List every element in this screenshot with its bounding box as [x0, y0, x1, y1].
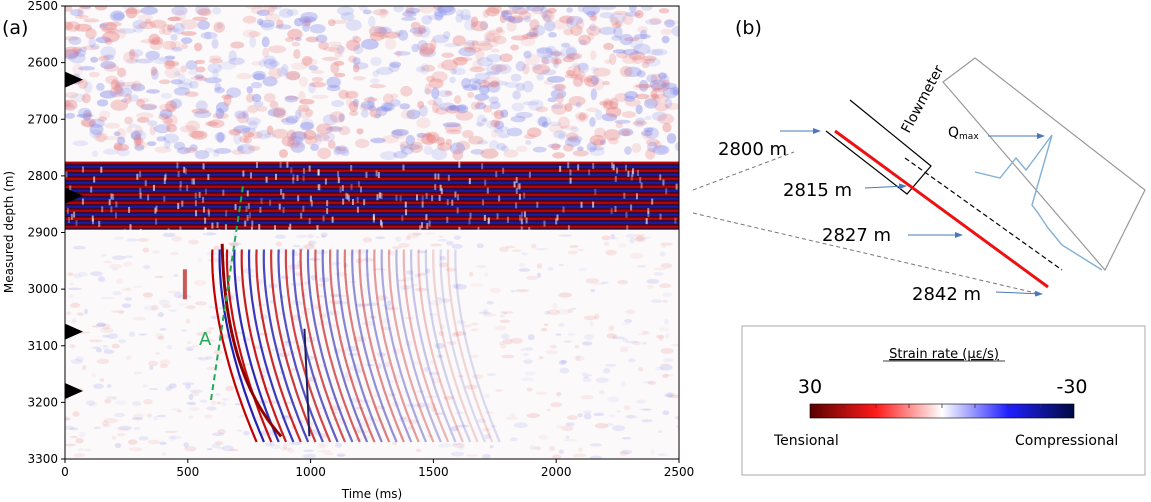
seismic-plot: [65, 6, 679, 459]
colorbar-min-label: -30: [1056, 376, 1087, 398]
depth-label-2842: 2842 m: [912, 284, 981, 305]
depth-marker-triangle: [65, 383, 83, 400]
depth-marker-triangle: [65, 187, 83, 204]
colorbar-left-label: Tensional: [773, 433, 839, 449]
y-tick-label: 3200: [27, 395, 58, 409]
depth-marker-triangle: [65, 71, 83, 88]
depth-label-2815: 2815 m: [783, 180, 852, 201]
x-tick-label: 500: [176, 465, 199, 479]
y-tick-label: 2700: [27, 112, 58, 126]
panel-b-label: (b): [735, 17, 762, 39]
y-axis-ticks: 2500 2600 2700 2800 2900 3000 3100 3200 3300: [27, 0, 65, 466]
y-tick-label: 3000: [27, 282, 58, 296]
connector-top: [692, 151, 795, 191]
x-tick-label: 1000: [295, 465, 326, 479]
connector-bottom: [692, 212, 1041, 295]
microseismic-event: [182, 243, 501, 443]
depth-arrow-2815: [864, 183, 907, 190]
colorbar-ticks: [842, 404, 1042, 408]
x-tick-label: 0: [61, 465, 69, 479]
annotation-a-label: A: [199, 329, 212, 350]
x-axis-label: Time (ms): [341, 487, 403, 501]
depth-label-2827: 2827 m: [822, 225, 891, 246]
noise-texture: [65, 6, 679, 459]
colorbar-right-label: Compressional: [1015, 433, 1118, 449]
depth-arrow-2842: [995, 290, 1043, 297]
high-amplitude-band: [65, 161, 679, 236]
y-axis-label: Measured depth (m): [2, 171, 16, 293]
y-tick-label: 2900: [27, 226, 58, 240]
y-tick-label: 3100: [27, 339, 58, 353]
colorbar-max-label: 30: [798, 376, 822, 398]
y-tick-label: 2600: [27, 56, 58, 70]
wellbore-casing: [834, 129, 1049, 289]
flow-profile-curve: [974, 134, 1103, 271]
y-tick-label: 3300: [27, 452, 58, 466]
x-tick-label: 2000: [541, 465, 572, 479]
wellbore-wall: [904, 157, 1063, 271]
colorbar-title: Strain rate (με/s): [889, 347, 999, 362]
qmax-label: Qmax: [948, 125, 979, 142]
flowmeter-tool: [825, 99, 932, 195]
x-axis-ticks: 0 500 1000 1500 2000 2500: [61, 459, 694, 479]
flowmeter-label: Flowmeter: [898, 63, 947, 136]
annotation-a-line: [210, 185, 244, 401]
x-tick-label: 2500: [664, 465, 695, 479]
x-tick-label: 1500: [418, 465, 449, 479]
y-tick-label: 2500: [27, 0, 58, 13]
y-tick-label: 2800: [27, 169, 58, 183]
depth-marker-triangle: [65, 323, 83, 340]
panel-a-label: (a): [2, 17, 28, 39]
colorbar-box: [741, 325, 1146, 476]
depth-label-2800: 2800 m: [718, 139, 787, 160]
depth-markers: [65, 71, 83, 400]
